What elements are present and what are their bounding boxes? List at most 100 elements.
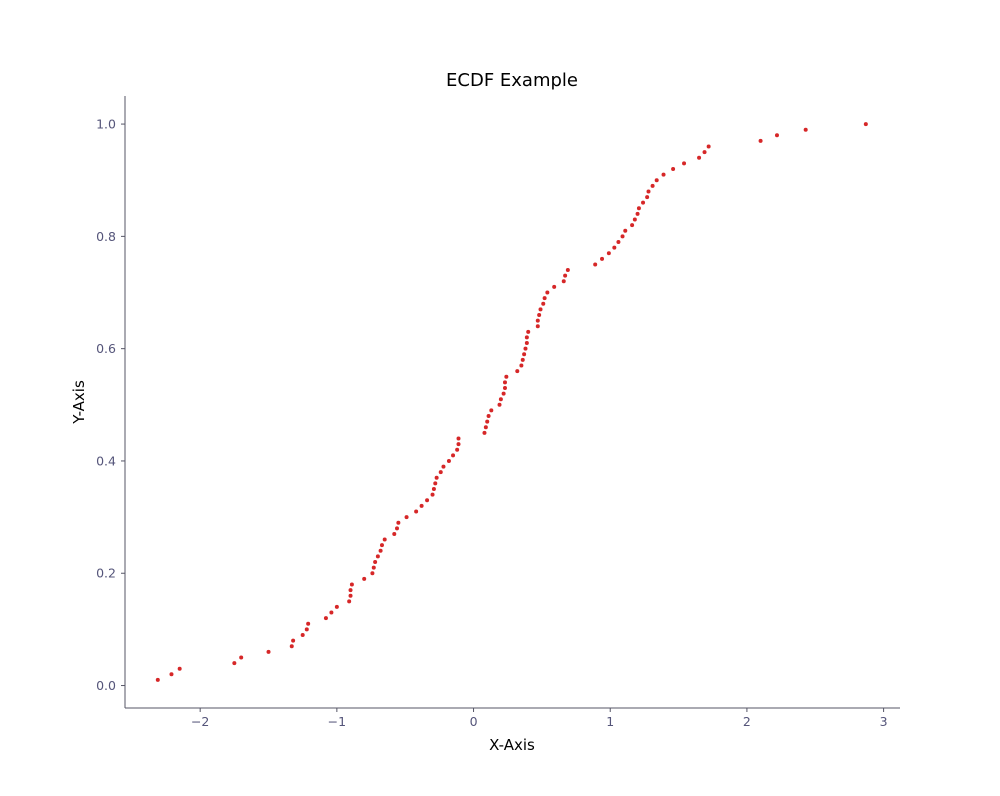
data-point xyxy=(329,610,334,615)
data-point xyxy=(524,341,529,346)
data-point xyxy=(535,324,540,329)
data-point xyxy=(593,262,598,267)
data-point xyxy=(497,402,502,407)
data-point xyxy=(441,464,446,469)
data-point xyxy=(522,352,527,357)
data-point xyxy=(433,481,438,486)
data-point xyxy=(379,543,384,548)
chart-title: ECDF Example xyxy=(446,70,578,91)
y-tick-label: 0.8 xyxy=(96,229,116,244)
y-tick-label: 0.2 xyxy=(96,566,116,581)
data-points xyxy=(155,122,868,682)
data-point xyxy=(482,430,487,435)
data-point xyxy=(382,537,387,542)
data-point xyxy=(371,565,376,570)
data-point xyxy=(552,284,557,289)
data-point xyxy=(502,385,507,390)
data-point xyxy=(323,616,328,621)
data-point xyxy=(774,133,779,138)
data-point xyxy=(392,531,397,536)
data-point xyxy=(504,374,509,379)
x-tick-label: −1 xyxy=(328,714,346,729)
y-tick-label: 0.4 xyxy=(96,453,116,468)
y-axis-label: Y-Axis xyxy=(70,380,88,425)
data-point xyxy=(538,307,543,312)
data-point xyxy=(542,296,547,301)
data-point xyxy=(362,576,367,581)
y-axis-ticks: 0.0 0.2 0.4 0.6 0.8 1.0 xyxy=(96,117,125,693)
data-point xyxy=(395,526,400,531)
data-point xyxy=(612,245,617,250)
data-point xyxy=(623,228,628,233)
data-point xyxy=(334,604,339,609)
x-tick-label: 0 xyxy=(470,714,478,729)
data-point xyxy=(498,397,503,402)
data-point xyxy=(697,155,702,160)
data-point xyxy=(523,346,528,351)
data-point xyxy=(396,520,401,525)
data-point xyxy=(515,369,520,374)
data-point xyxy=(535,318,540,323)
x-tick-label: −2 xyxy=(191,714,209,729)
data-point xyxy=(606,251,611,256)
data-point xyxy=(485,419,490,424)
x-axis-label: X-Axis xyxy=(489,736,535,754)
data-point xyxy=(414,509,419,514)
data-point xyxy=(524,335,529,340)
data-point xyxy=(349,582,354,587)
data-point xyxy=(635,211,640,216)
data-point xyxy=(155,677,160,682)
data-point xyxy=(620,234,625,239)
data-point xyxy=(641,200,646,205)
data-point xyxy=(430,492,435,497)
data-point xyxy=(702,150,707,155)
data-point xyxy=(239,655,244,660)
data-point xyxy=(758,138,763,143)
data-point xyxy=(632,217,637,222)
data-point xyxy=(169,672,174,677)
data-point xyxy=(636,206,641,211)
data-point xyxy=(489,408,494,413)
data-point xyxy=(661,172,666,177)
data-point xyxy=(425,498,430,503)
x-tick-label: 3 xyxy=(880,714,888,729)
data-point xyxy=(438,470,443,475)
data-point xyxy=(446,458,451,463)
data-point xyxy=(347,599,352,604)
data-point xyxy=(863,122,868,127)
data-point xyxy=(289,644,294,649)
data-point xyxy=(378,548,383,553)
data-point xyxy=(526,329,531,334)
data-point xyxy=(646,189,651,194)
data-point xyxy=(565,268,570,273)
y-tick-label: 1.0 xyxy=(96,117,116,132)
data-point xyxy=(455,447,460,452)
data-point xyxy=(434,475,439,480)
x-tick-label: 2 xyxy=(743,714,751,729)
data-point xyxy=(502,380,507,385)
data-point xyxy=(483,425,488,430)
y-tick-label: 0.6 xyxy=(96,341,116,356)
data-point xyxy=(373,560,378,565)
data-point xyxy=(348,593,353,598)
data-point xyxy=(370,571,375,576)
data-point xyxy=(645,195,650,200)
x-axis-ticks: −2 −1 0 1 2 3 xyxy=(191,708,888,729)
data-point xyxy=(177,666,182,671)
data-point xyxy=(650,183,655,188)
data-point xyxy=(682,161,687,166)
data-point xyxy=(563,273,568,278)
data-point xyxy=(451,453,456,458)
data-point xyxy=(266,649,271,654)
data-point xyxy=(404,515,409,520)
data-point xyxy=(561,279,566,284)
data-point xyxy=(537,312,542,317)
data-point xyxy=(486,414,491,419)
data-point xyxy=(375,554,380,559)
data-point xyxy=(616,239,621,244)
data-point xyxy=(304,627,309,632)
data-point xyxy=(519,363,524,368)
data-point xyxy=(431,487,436,492)
data-point xyxy=(501,391,506,396)
data-point xyxy=(545,290,550,295)
